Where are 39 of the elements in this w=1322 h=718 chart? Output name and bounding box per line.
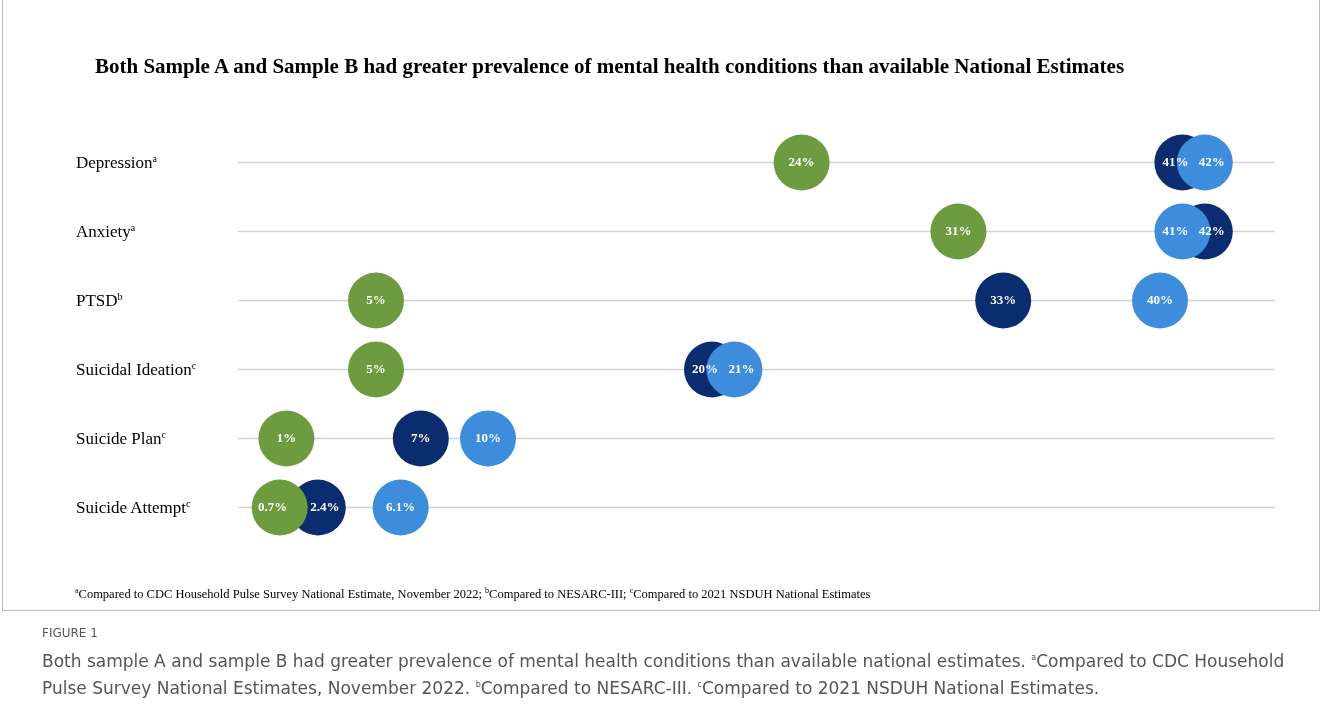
point: [975, 272, 1032, 329]
point: [1132, 272, 1188, 329]
data-label: 41%: [1162, 153, 1189, 169]
data-label: 31%: [945, 222, 972, 238]
y-tick-label: Suicide Attempt$^{c}$: [76, 497, 191, 518]
data-label: 10%: [475, 429, 501, 445]
data-label: 2.4%: [310, 498, 340, 514]
data-label: 20%: [692, 360, 718, 376]
point: [348, 341, 404, 398]
point: [773, 134, 830, 191]
y-tick-label: Suicide Plan$^{c}$: [76, 428, 166, 449]
y-tick-label: Anxiety$^{a}$: [76, 221, 136, 242]
data-label: 41%: [1162, 222, 1189, 238]
point: [372, 479, 429, 536]
data-label: 40%: [1147, 291, 1173, 307]
point: [392, 410, 449, 467]
y-tick-label: Suicidal Ideation$^{c}$: [76, 359, 197, 380]
data-label: 5%: [366, 291, 386, 307]
text: $^{a}$Compared to CDC Household Pulse Survey National Estimate, November 2022; $^{b}$Compared to NESARC-III; $^{c}$Compared to 2021 NSDUH National Estimates: [75, 586, 871, 603]
point: [348, 272, 404, 329]
y-tick-label: Depression$^{a}$: [76, 152, 157, 173]
point: [251, 479, 308, 536]
data-label: 42%: [1198, 222, 1225, 238]
data-label: 21%: [728, 360, 755, 376]
y-tick-label: PTSD$^{b}$: [76, 290, 123, 311]
point: [930, 203, 987, 260]
text: Both sample A and sample B had greater prevalence of mental health conditions than available national estimates. $^{a}$Compared to CDC Household Pulse Survey National Estimates, November 2022. $^{b}$Compared to NESARC-III. $^{c}$Compared to 2021 NSDUH National Estimates.: [42, 650, 1285, 698]
data-label: 24%: [788, 153, 815, 169]
point: [460, 410, 516, 467]
data-label: 5%: [366, 360, 386, 376]
data-label: 7%: [411, 429, 431, 445]
data-label: 0.7%: [258, 498, 288, 514]
caption: FIGURE 1: [42, 626, 98, 640]
point: [258, 410, 315, 467]
data-label: 33%: [990, 291, 1017, 307]
data-label: 6.1%: [386, 498, 416, 514]
data-label: 42%: [1198, 153, 1225, 169]
data-label: 1%: [276, 429, 297, 445]
chart-title: Both Sample A and Sample B had greater prevalence of mental health conditions than available National Estimates: [95, 54, 1125, 79]
